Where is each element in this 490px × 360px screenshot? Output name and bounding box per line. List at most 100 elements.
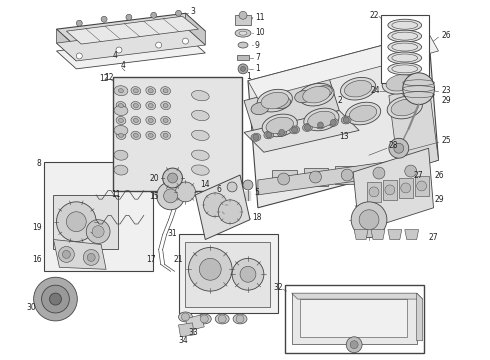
Bar xyxy=(235,15,251,25)
Circle shape xyxy=(168,173,177,183)
Ellipse shape xyxy=(131,102,141,110)
Ellipse shape xyxy=(178,312,193,322)
Text: 1: 1 xyxy=(246,72,251,81)
Ellipse shape xyxy=(114,165,128,175)
Text: 12: 12 xyxy=(99,74,109,83)
Ellipse shape xyxy=(251,103,269,114)
Circle shape xyxy=(350,341,358,349)
Ellipse shape xyxy=(163,104,168,108)
Polygon shape xyxy=(56,29,76,61)
Circle shape xyxy=(182,38,189,44)
Ellipse shape xyxy=(233,314,247,324)
Circle shape xyxy=(86,220,110,243)
Ellipse shape xyxy=(114,105,128,116)
Ellipse shape xyxy=(294,91,313,103)
Ellipse shape xyxy=(328,118,338,126)
Ellipse shape xyxy=(197,314,211,324)
Ellipse shape xyxy=(303,123,313,131)
Circle shape xyxy=(34,277,77,321)
Ellipse shape xyxy=(114,125,128,135)
Text: 19: 19 xyxy=(32,223,42,232)
Bar xyxy=(367,182,381,202)
Circle shape xyxy=(62,251,71,258)
Polygon shape xyxy=(244,79,339,132)
Circle shape xyxy=(278,173,290,185)
Ellipse shape xyxy=(238,42,248,48)
Ellipse shape xyxy=(239,31,247,35)
Ellipse shape xyxy=(264,131,274,139)
Ellipse shape xyxy=(235,29,251,37)
Ellipse shape xyxy=(290,126,299,134)
Text: 22: 22 xyxy=(369,11,379,20)
Polygon shape xyxy=(248,33,439,208)
Circle shape xyxy=(218,200,242,224)
Ellipse shape xyxy=(303,86,330,103)
Text: 31: 31 xyxy=(167,229,176,238)
Text: 20: 20 xyxy=(149,174,159,183)
Polygon shape xyxy=(185,242,270,307)
Circle shape xyxy=(218,315,226,323)
Ellipse shape xyxy=(131,87,141,95)
Text: 16: 16 xyxy=(32,255,42,264)
Bar xyxy=(415,176,429,196)
Ellipse shape xyxy=(192,90,209,101)
Ellipse shape xyxy=(386,75,414,91)
Text: 12: 12 xyxy=(104,73,114,82)
Ellipse shape xyxy=(131,131,141,139)
Circle shape xyxy=(66,212,86,231)
Circle shape xyxy=(385,185,395,195)
Bar xyxy=(285,285,424,353)
Ellipse shape xyxy=(277,129,287,136)
Ellipse shape xyxy=(133,104,138,108)
Ellipse shape xyxy=(148,89,153,93)
Text: 11: 11 xyxy=(111,190,121,199)
Ellipse shape xyxy=(192,130,209,140)
Circle shape xyxy=(76,53,82,59)
Ellipse shape xyxy=(161,116,171,125)
Circle shape xyxy=(199,258,221,280)
Circle shape xyxy=(343,117,349,123)
Polygon shape xyxy=(258,160,399,195)
Circle shape xyxy=(56,202,96,242)
Polygon shape xyxy=(292,293,422,299)
Text: 25: 25 xyxy=(441,136,451,145)
Polygon shape xyxy=(185,315,204,331)
Text: 5: 5 xyxy=(254,188,259,197)
Polygon shape xyxy=(389,83,439,173)
Text: 8: 8 xyxy=(37,159,42,168)
Bar xyxy=(399,162,424,180)
Text: 26: 26 xyxy=(435,171,444,180)
Text: 30: 30 xyxy=(27,302,37,311)
Ellipse shape xyxy=(116,87,126,95)
Circle shape xyxy=(241,66,245,71)
Bar xyxy=(272,170,296,188)
Ellipse shape xyxy=(119,104,123,108)
Circle shape xyxy=(403,73,435,105)
Bar xyxy=(383,180,397,200)
Ellipse shape xyxy=(163,133,168,138)
Ellipse shape xyxy=(315,86,332,98)
Circle shape xyxy=(163,168,182,188)
Circle shape xyxy=(181,313,190,321)
Text: 33: 33 xyxy=(189,328,198,337)
Ellipse shape xyxy=(161,87,171,95)
Polygon shape xyxy=(161,185,180,196)
Circle shape xyxy=(239,11,247,19)
Ellipse shape xyxy=(341,77,376,100)
Polygon shape xyxy=(185,13,205,45)
Ellipse shape xyxy=(163,118,168,122)
Circle shape xyxy=(240,266,256,282)
Bar xyxy=(53,195,118,249)
Circle shape xyxy=(405,165,416,177)
Ellipse shape xyxy=(146,87,156,95)
Text: 29: 29 xyxy=(441,96,451,105)
Bar xyxy=(399,178,413,198)
Polygon shape xyxy=(178,323,195,337)
Ellipse shape xyxy=(349,105,377,122)
Circle shape xyxy=(116,47,122,53)
Text: 18: 18 xyxy=(252,213,262,222)
Ellipse shape xyxy=(133,133,138,138)
Circle shape xyxy=(236,315,244,323)
Bar xyxy=(113,77,242,191)
Polygon shape xyxy=(416,293,422,341)
